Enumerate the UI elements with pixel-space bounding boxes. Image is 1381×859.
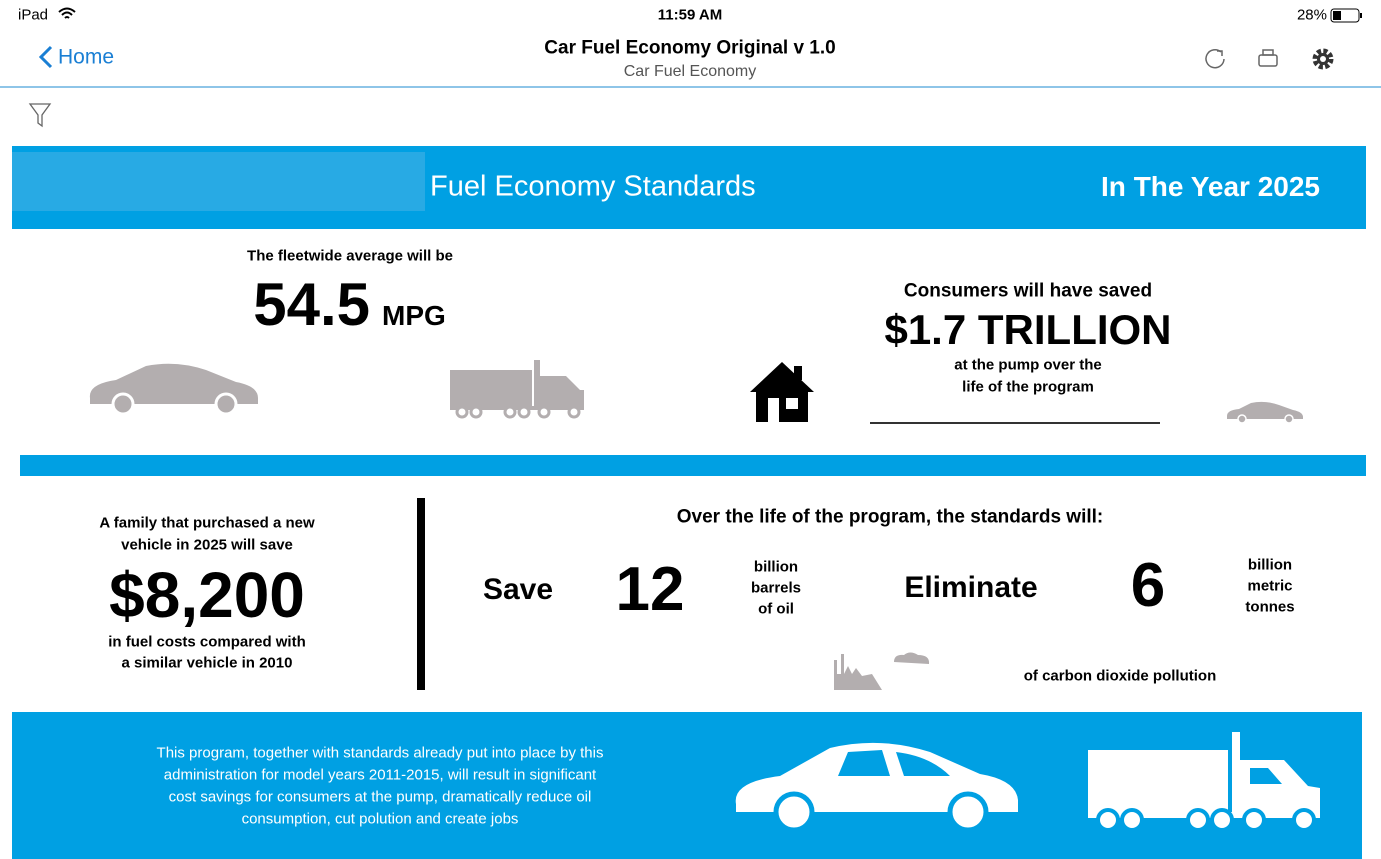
savings-note: at the pump over the	[954, 358, 1102, 373]
divider	[417, 498, 425, 690]
truck-icon	[448, 358, 588, 420]
back-button[interactable]: Home	[58, 47, 114, 68]
divider	[870, 422, 1160, 424]
fleet-lead: The fleetwide average will be	[247, 249, 453, 264]
family-lead: A family that purchased a new	[99, 516, 314, 531]
house-icon	[748, 360, 816, 424]
back-chevron[interactable]	[38, 45, 54, 69]
eliminate-unit: metric	[1247, 579, 1292, 594]
save-unit: billion	[754, 560, 798, 575]
refresh-button[interactable]	[1203, 47, 1227, 71]
program-heading: Over the life of the program, the standa…	[677, 508, 1104, 527]
fleet-unit: MPG	[382, 302, 446, 330]
status-time: 11:59 AM	[658, 8, 722, 23]
footer-text: consumption, cut polution and create job…	[242, 812, 519, 827]
nav-divider	[0, 86, 1381, 88]
car-icon	[86, 360, 262, 414]
family-tail: in fuel costs compared with	[108, 635, 306, 650]
savings-note: life of the program	[962, 380, 1094, 395]
save-unit: barrels	[751, 581, 801, 596]
settings-button[interactable]	[1309, 45, 1337, 73]
fleet-value: 54.5	[253, 275, 370, 335]
filter-button[interactable]	[28, 102, 52, 128]
footer-text: cost savings for consumers at the pump, …	[169, 790, 592, 805]
banner-tab	[12, 152, 425, 211]
save-unit: of oil	[758, 602, 794, 617]
family-value: $8,200	[109, 563, 305, 627]
family-lead: vehicle in 2025 will save	[121, 538, 293, 553]
factory-icon	[832, 650, 932, 692]
save-number: 12	[616, 559, 685, 621]
battery-icon	[1330, 8, 1364, 24]
eliminate-tail: of carbon dioxide pollution	[1024, 669, 1217, 684]
eliminate-unit: tonnes	[1245, 600, 1294, 615]
car-icon	[730, 738, 1022, 830]
nav-title: Car Fuel Economy Original v 1.0	[544, 39, 835, 58]
footer-text: administration for model years 2011-2015…	[164, 768, 596, 783]
truck-icon	[1086, 730, 1324, 834]
savings-lead: Consumers will have saved	[904, 282, 1152, 301]
footer-text: This program, together with standards al…	[157, 746, 604, 761]
eliminate-verb: Eliminate	[904, 573, 1037, 603]
wifi-icon	[58, 6, 76, 22]
family-tail: a similar vehicle in 2010	[122, 656, 293, 671]
banner-title: Fuel Economy Standards	[430, 173, 756, 202]
print-button[interactable]	[1256, 49, 1280, 69]
status-battery: 28%	[1297, 8, 1327, 23]
strip	[20, 455, 1366, 476]
app-screen: iPad 11:59 AM 28% Home Car Fuel Economy …	[0, 0, 1381, 859]
save-verb: Save	[483, 575, 553, 605]
banner-year: In The Year 2025	[1101, 173, 1320, 201]
status-device: iPad	[18, 8, 48, 23]
eliminate-unit: billion	[1248, 558, 1292, 573]
savings-value: $1.7 TRILLION	[884, 309, 1171, 351]
nav-subtitle: Car Fuel Economy	[624, 64, 757, 80]
small-car-icon	[1225, 400, 1305, 424]
eliminate-number: 6	[1131, 555, 1165, 617]
